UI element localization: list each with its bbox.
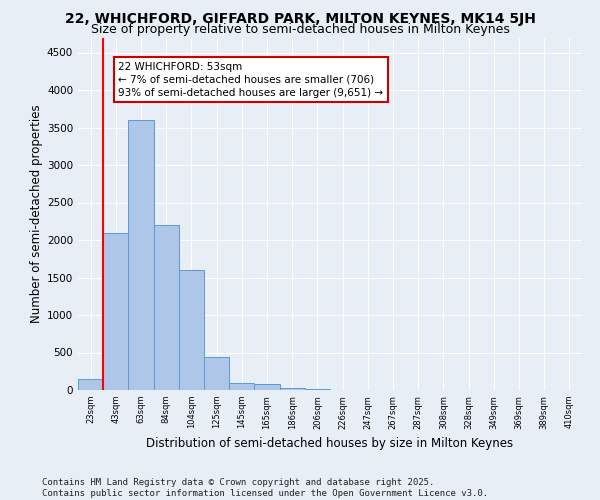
Bar <box>78 379 103 390</box>
Text: Contains HM Land Registry data © Crown copyright and database right 2025.
Contai: Contains HM Land Registry data © Crown c… <box>42 478 488 498</box>
Text: 22, WHICHFORD, GIFFARD PARK, MILTON KEYNES, MK14 5JH: 22, WHICHFORD, GIFFARD PARK, MILTON KEYN… <box>65 12 535 26</box>
Bar <box>204 357 229 390</box>
Text: 22 WHICHFORD: 53sqm
← 7% of semi-detached houses are smaller (706)
93% of semi-d: 22 WHICHFORD: 53sqm ← 7% of semi-detache… <box>118 62 383 98</box>
Bar <box>179 270 204 390</box>
Bar <box>229 382 254 390</box>
Bar <box>103 232 128 390</box>
Bar <box>280 388 305 390</box>
Text: Size of property relative to semi-detached houses in Milton Keynes: Size of property relative to semi-detach… <box>91 22 509 36</box>
Bar <box>154 225 179 390</box>
Bar <box>254 384 280 390</box>
X-axis label: Distribution of semi-detached houses by size in Milton Keynes: Distribution of semi-detached houses by … <box>146 437 514 450</box>
Y-axis label: Number of semi-detached properties: Number of semi-detached properties <box>30 104 43 323</box>
Bar <box>128 120 154 390</box>
Bar <box>305 389 330 390</box>
